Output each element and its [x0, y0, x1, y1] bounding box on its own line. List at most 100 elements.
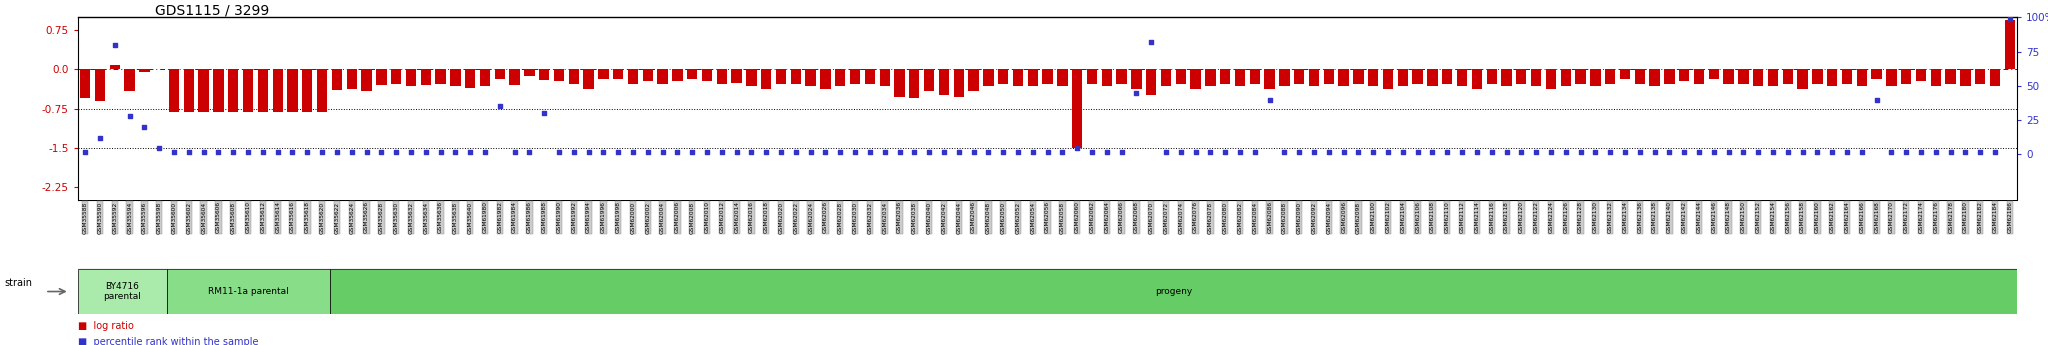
Point — [129, 124, 162, 130]
Text: GSM62050: GSM62050 — [1001, 201, 1006, 234]
Bar — [1915, 69, 1927, 81]
Text: GSM62116: GSM62116 — [1489, 201, 1495, 233]
Point — [1194, 149, 1227, 155]
Bar — [1042, 69, 1053, 84]
Text: ■  log ratio: ■ log ratio — [78, 321, 133, 331]
Text: GSM62042: GSM62042 — [942, 201, 946, 234]
Bar — [1442, 69, 1452, 84]
Text: GSM62076: GSM62076 — [1194, 201, 1198, 234]
Bar — [1753, 69, 1763, 86]
Text: GSM62018: GSM62018 — [764, 201, 768, 234]
Bar — [166, 269, 330, 314]
Text: GSM35608: GSM35608 — [231, 201, 236, 234]
Bar — [139, 69, 150, 72]
Bar — [717, 69, 727, 84]
Bar — [479, 69, 489, 86]
Text: GSM62100: GSM62100 — [1370, 201, 1376, 234]
Text: GSM62060: GSM62060 — [1075, 201, 1079, 234]
Point — [1120, 90, 1153, 96]
Point — [1505, 149, 1538, 155]
Point — [1624, 149, 1657, 155]
Point — [1817, 149, 1849, 155]
Bar — [213, 69, 223, 112]
Point — [1061, 145, 1094, 150]
Text: GSM62006: GSM62006 — [676, 201, 680, 234]
Point — [1491, 149, 1524, 155]
Point — [512, 149, 545, 155]
Text: GSM62106: GSM62106 — [1415, 201, 1419, 233]
Text: GSM35606: GSM35606 — [215, 201, 221, 234]
Bar — [598, 69, 608, 79]
Text: GSM62098: GSM62098 — [1356, 201, 1362, 234]
Point — [1446, 149, 1479, 155]
Text: GSM61990: GSM61990 — [557, 201, 561, 234]
Bar — [1323, 69, 1333, 84]
Bar — [1679, 69, 1690, 81]
Text: GSM62092: GSM62092 — [1311, 201, 1317, 234]
Text: GSM61986: GSM61986 — [526, 201, 532, 233]
Point — [1905, 149, 1937, 155]
Point — [1401, 149, 1434, 155]
Point — [1432, 149, 1464, 155]
Bar — [1960, 69, 1970, 86]
Text: GSM62156: GSM62156 — [1786, 201, 1790, 233]
Text: GSM35602: GSM35602 — [186, 201, 190, 234]
Point — [1757, 149, 1790, 155]
Point — [1298, 149, 1331, 155]
Bar — [494, 69, 506, 79]
Text: GSM62090: GSM62090 — [1296, 201, 1303, 234]
Point — [1593, 149, 1626, 155]
Point — [365, 149, 397, 155]
Bar — [983, 69, 993, 86]
Text: GSM62102: GSM62102 — [1386, 201, 1391, 234]
Point — [735, 149, 768, 155]
Text: GSM62056: GSM62056 — [1044, 201, 1051, 234]
Bar — [78, 269, 166, 314]
Bar — [317, 69, 328, 112]
Text: BY4716
parental: BY4716 parental — [102, 282, 141, 301]
Point — [1327, 149, 1360, 155]
Point — [602, 149, 635, 155]
Bar — [465, 69, 475, 88]
Bar — [909, 69, 920, 98]
Point — [70, 149, 102, 155]
Text: GSM35598: GSM35598 — [158, 201, 162, 234]
Point — [1165, 149, 1198, 155]
Bar — [702, 69, 713, 81]
Point — [1950, 149, 1982, 155]
Bar — [1708, 69, 1718, 79]
Text: GSM62054: GSM62054 — [1030, 201, 1034, 234]
Bar — [420, 69, 430, 85]
Point — [1698, 149, 1731, 155]
Text: GSM62182: GSM62182 — [1978, 201, 1982, 234]
Point — [172, 149, 205, 155]
Text: GSM62066: GSM62066 — [1118, 201, 1124, 233]
Point — [498, 149, 530, 155]
Point — [543, 149, 575, 155]
Text: GSM62072: GSM62072 — [1163, 201, 1169, 234]
Point — [1726, 149, 1759, 155]
Point — [1978, 149, 2011, 155]
Text: GSM62062: GSM62062 — [1090, 201, 1094, 234]
Bar — [954, 69, 965, 97]
Point — [322, 149, 354, 155]
Point — [1016, 149, 1049, 155]
Text: GSM35640: GSM35640 — [467, 201, 473, 234]
Point — [868, 149, 901, 155]
Text: GSM62134: GSM62134 — [1622, 201, 1628, 234]
Text: GSM62126: GSM62126 — [1563, 201, 1569, 233]
Point — [1208, 149, 1241, 155]
Text: GSM62096: GSM62096 — [1341, 201, 1346, 234]
Point — [1341, 149, 1374, 155]
Point — [1282, 149, 1315, 155]
Text: GSM35610: GSM35610 — [246, 201, 250, 234]
Bar — [776, 69, 786, 84]
Text: GSM62068: GSM62068 — [1135, 201, 1139, 234]
Bar — [1872, 69, 1882, 79]
Bar — [199, 69, 209, 112]
Bar — [1546, 69, 1556, 89]
Bar — [1974, 69, 1985, 84]
Text: GSM62118: GSM62118 — [1503, 201, 1509, 233]
Text: GSM62166: GSM62166 — [1860, 201, 1864, 233]
Point — [795, 149, 827, 155]
